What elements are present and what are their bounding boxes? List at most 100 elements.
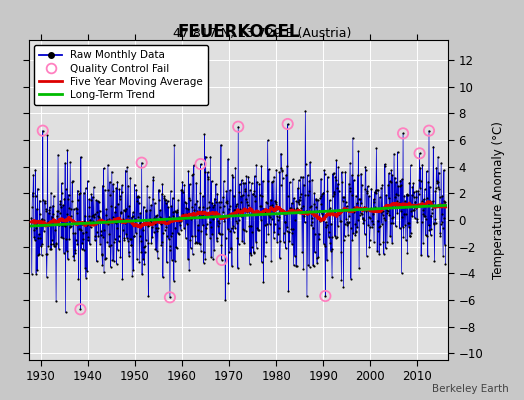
Point xyxy=(326,204,335,211)
Point xyxy=(38,240,47,247)
Point xyxy=(54,152,62,158)
Point xyxy=(148,234,157,240)
Point xyxy=(182,221,191,227)
Point xyxy=(179,211,187,218)
Point xyxy=(163,198,172,204)
Point xyxy=(305,178,313,184)
Point xyxy=(183,205,192,212)
Point xyxy=(179,189,188,195)
Point xyxy=(109,188,117,194)
Point xyxy=(213,191,222,197)
Point xyxy=(233,220,241,226)
Point xyxy=(242,228,250,234)
Point xyxy=(28,190,37,196)
Point xyxy=(389,214,398,220)
Point xyxy=(265,166,273,172)
Point xyxy=(31,237,39,243)
Point xyxy=(48,211,57,217)
Point xyxy=(250,188,258,194)
Point xyxy=(193,198,201,204)
Point xyxy=(320,240,328,247)
Point xyxy=(268,178,276,185)
Point xyxy=(184,168,192,174)
Point xyxy=(237,199,246,205)
Point xyxy=(355,211,364,218)
Point xyxy=(64,256,72,262)
Point xyxy=(31,192,40,199)
Point xyxy=(312,196,320,202)
Point xyxy=(150,215,158,222)
Point xyxy=(177,226,185,233)
Point xyxy=(276,255,284,261)
Point xyxy=(326,240,334,246)
Point xyxy=(78,240,86,246)
Point xyxy=(433,180,441,186)
Point xyxy=(335,207,343,214)
Point xyxy=(291,208,300,214)
Point xyxy=(244,174,253,180)
Point xyxy=(77,154,85,160)
Point xyxy=(311,204,320,210)
Point xyxy=(370,239,378,245)
Point xyxy=(167,203,176,210)
Point xyxy=(341,168,350,175)
Point xyxy=(143,221,151,227)
Point xyxy=(287,200,296,206)
Point xyxy=(148,196,157,202)
Point xyxy=(82,222,91,228)
Point xyxy=(91,232,100,239)
Point xyxy=(58,222,67,228)
Point xyxy=(278,175,287,181)
Point xyxy=(177,218,185,224)
Point xyxy=(108,214,117,220)
Point xyxy=(353,200,361,207)
Point xyxy=(298,249,307,255)
Point xyxy=(259,278,268,285)
Point xyxy=(41,200,49,206)
Point xyxy=(51,240,60,246)
Point xyxy=(153,228,161,234)
Y-axis label: Temperature Anomaly (°C): Temperature Anomaly (°C) xyxy=(492,121,505,279)
Point xyxy=(217,257,226,263)
Point xyxy=(125,249,133,256)
Point xyxy=(138,271,146,278)
Point xyxy=(277,182,285,188)
Point xyxy=(369,221,377,228)
Point xyxy=(221,297,230,304)
Point xyxy=(39,228,48,234)
Point xyxy=(427,226,435,232)
Point xyxy=(99,233,107,240)
Point xyxy=(395,200,403,206)
Point xyxy=(428,210,436,216)
Point xyxy=(412,216,421,223)
Point xyxy=(143,183,151,189)
Point xyxy=(281,219,289,225)
Point xyxy=(296,196,304,203)
Point xyxy=(173,207,182,213)
Point xyxy=(220,202,228,209)
Point xyxy=(323,257,331,264)
Point xyxy=(132,186,140,193)
Point xyxy=(417,252,425,258)
Point xyxy=(68,198,76,204)
Point xyxy=(120,235,128,241)
Point xyxy=(56,201,64,208)
Point xyxy=(228,172,236,178)
Point xyxy=(232,203,241,210)
Point xyxy=(279,208,288,214)
Point xyxy=(227,245,235,251)
Point xyxy=(304,262,312,268)
Point xyxy=(161,226,169,233)
Point xyxy=(278,168,287,174)
Point xyxy=(338,179,346,185)
Point xyxy=(137,248,146,255)
Point xyxy=(152,248,161,254)
Point xyxy=(409,180,418,187)
Point xyxy=(288,230,297,236)
Point xyxy=(348,172,356,178)
Point xyxy=(230,192,238,199)
Point xyxy=(425,128,433,134)
Point xyxy=(147,218,155,225)
Point xyxy=(430,220,438,226)
Point xyxy=(70,256,79,263)
